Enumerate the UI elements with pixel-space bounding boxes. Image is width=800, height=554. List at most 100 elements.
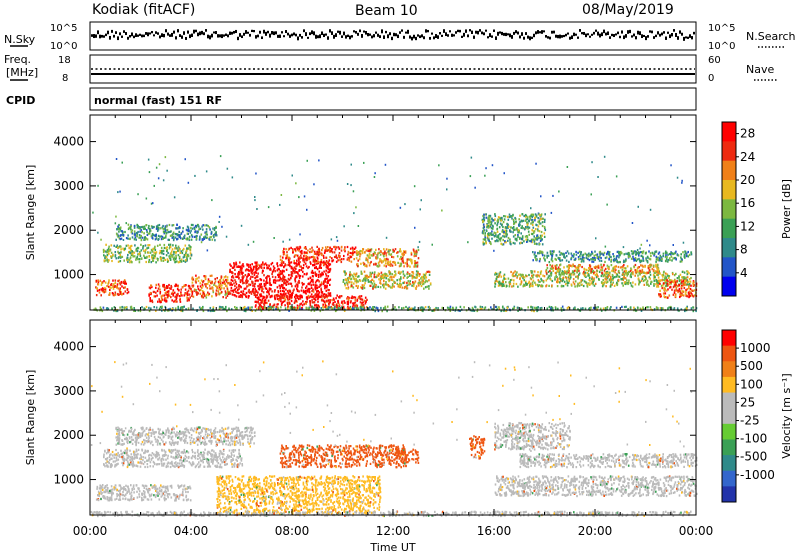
nsky-sample — [329, 29, 331, 33]
echo-cell — [247, 284, 250, 287]
echo-cell — [312, 259, 315, 262]
echo-cell — [168, 238, 170, 241]
echo-cell — [274, 270, 276, 273]
echo-cell — [280, 264, 282, 267]
echo-cell — [148, 232, 151, 235]
echo-cell — [153, 234, 155, 237]
echo-cell — [679, 273, 682, 276]
echo-cell — [314, 281, 317, 284]
echo-cell — [218, 284, 220, 287]
echo-cell — [531, 238, 534, 241]
echo-cell — [201, 290, 204, 293]
echo-cell — [240, 270, 243, 273]
echo-cell — [481, 218, 484, 222]
echo-cell — [335, 260, 338, 263]
echo-cell — [596, 265, 598, 269]
echo-cell — [364, 277, 367, 280]
echo-cell — [210, 232, 213, 235]
echo-cell — [675, 286, 678, 289]
echo-cell — [287, 292, 290, 295]
echo-cell — [545, 268, 548, 272]
echo-cell — [471, 309, 473, 312]
echo-cell — [273, 267, 276, 270]
echo-cell — [349, 275, 351, 278]
echo-cell — [186, 299, 189, 302]
echo-cell — [373, 263, 375, 266]
echo-cell — [554, 264, 556, 267]
echo-cell — [632, 255, 634, 258]
echo-cell — [168, 283, 170, 287]
echo-cell — [505, 232, 507, 235]
echo-cell — [593, 277, 595, 280]
echo-cell — [173, 253, 175, 256]
nsky-sample — [557, 34, 559, 39]
nsky-sample — [631, 35, 633, 38]
echo-cell — [509, 279, 512, 282]
echo-cell — [335, 246, 338, 249]
echo-cell — [644, 278, 646, 282]
echo-cell — [681, 284, 683, 287]
echo-cell — [539, 280, 541, 283]
echo-cell — [158, 223, 161, 227]
echo-cell — [301, 296, 303, 299]
echo-cell — [271, 272, 273, 276]
echo-cell — [378, 273, 381, 276]
echo-cell — [598, 259, 601, 262]
echo-cell — [657, 252, 660, 255]
nsky-sample — [263, 29, 265, 34]
echo-cell — [552, 266, 554, 270]
echo-cell — [355, 275, 357, 278]
nsky-sample — [581, 32, 583, 35]
nsky-sample — [185, 36, 187, 40]
nsky-sample — [409, 35, 411, 39]
nsky-sample — [661, 32, 663, 36]
echo-cell — [291, 296, 293, 299]
echo-cell — [536, 243, 538, 246]
echo-cell — [202, 228, 204, 231]
echo-cell — [360, 270, 363, 273]
echo-cell — [120, 248, 122, 251]
echo-cell — [290, 271, 293, 274]
echo-cell — [303, 290, 306, 293]
echo-cell — [390, 286, 392, 289]
nsky-sample — [205, 29, 207, 32]
echo-cell — [243, 287, 246, 290]
echo-cell — [574, 285, 576, 288]
echo-cell — [501, 230, 503, 233]
echo-cell — [665, 260, 667, 263]
echo-cell — [408, 282, 411, 285]
nave-label: Nave — [746, 63, 774, 76]
echo-cell — [292, 249, 294, 252]
nsky-sample — [273, 31, 275, 36]
echo-cell — [191, 281, 194, 284]
echo-cell — [346, 283, 349, 286]
echo-cell — [226, 287, 229, 290]
echo-cell — [177, 249, 179, 252]
echo-cell — [239, 268, 242, 272]
echo-cell — [364, 302, 367, 305]
echo-cell — [525, 218, 528, 221]
nsky-sample — [221, 34, 223, 39]
nsky-sample — [237, 36, 239, 41]
echo-cell — [249, 283, 252, 286]
nsky-sample — [303, 29, 305, 33]
echo-cell — [186, 259, 188, 262]
echo-cell — [685, 294, 687, 297]
echo-cell — [343, 270, 345, 273]
echo-cell — [598, 256, 601, 259]
echo-cell — [663, 287, 665, 290]
echo-cell — [429, 307, 431, 310]
echo-cell — [244, 269, 247, 272]
echo-cell — [317, 293, 320, 296]
echo-cell — [591, 276, 593, 279]
echo-cell — [551, 254, 554, 257]
echo-cell — [557, 256, 560, 260]
echo-cell — [296, 254, 299, 257]
echo-cell — [294, 250, 297, 253]
echo-cell — [249, 263, 251, 267]
echo-cell — [186, 292, 189, 295]
echo-cell — [398, 265, 401, 268]
echo-cell — [355, 281, 358, 284]
echo-cell — [504, 240, 506, 243]
echo-cell — [509, 242, 511, 245]
